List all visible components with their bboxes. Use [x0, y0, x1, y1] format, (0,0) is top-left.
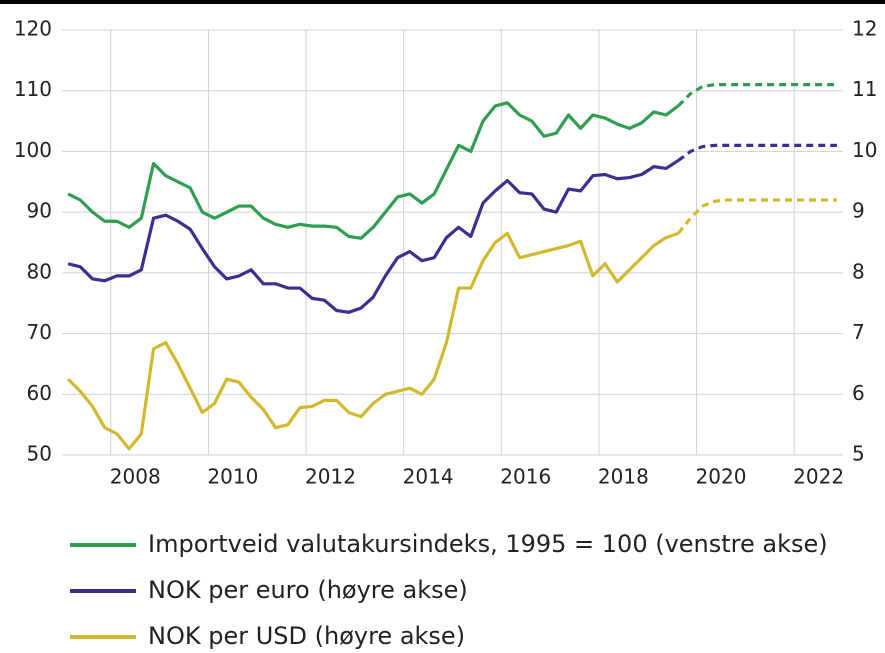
x-tick-label: 2014 — [403, 465, 454, 489]
y-tick-label: 120 — [14, 17, 52, 41]
y-tick-label: 100 — [14, 138, 52, 162]
y-tick-label: 90 — [27, 199, 52, 223]
y-tick-label: 50 — [27, 442, 52, 466]
x-tick-label: 2010 — [207, 465, 258, 489]
x-tick-label: 2016 — [500, 465, 551, 489]
x-tick-label: 2018 — [598, 465, 649, 489]
legend-label: Importveid valutakursindeks, 1995 = 100 … — [148, 530, 828, 558]
y2-tick-label: 7 — [852, 320, 865, 344]
y2-tick-label: 10 — [852, 138, 877, 162]
legend-label: NOK per USD (høyre akse) — [148, 622, 465, 650]
series-line — [67, 159, 680, 314]
y2-tick-label: 12 — [852, 17, 877, 41]
y2-tick-label: 6 — [852, 381, 865, 405]
x-tick-label: 2020 — [696, 465, 747, 489]
series-line — [67, 101, 680, 240]
x-tick-label: 2022 — [793, 465, 844, 489]
y2-tick-label: 11 — [852, 77, 877, 101]
x-tick-label: 2008 — [110, 465, 161, 489]
y-tick-label: 60 — [27, 381, 52, 405]
y-tick-label: 70 — [27, 320, 52, 344]
y-tick-label: 110 — [14, 77, 52, 101]
legend-label: NOK per euro (høyre akse) — [148, 576, 468, 604]
series-line-dashed — [677, 83, 837, 108]
series-line — [66, 231, 679, 451]
series-line-dashed — [677, 198, 837, 235]
x-tick-label: 2012 — [305, 465, 356, 489]
top-rule — [0, 0, 885, 4]
y-tick-label: 80 — [27, 259, 52, 283]
y2-tick-label: 9 — [852, 199, 865, 223]
y2-tick-label: 8 — [852, 259, 865, 283]
y2-tick-label: 5 — [852, 442, 865, 466]
series-line-dashed — [677, 143, 837, 162]
